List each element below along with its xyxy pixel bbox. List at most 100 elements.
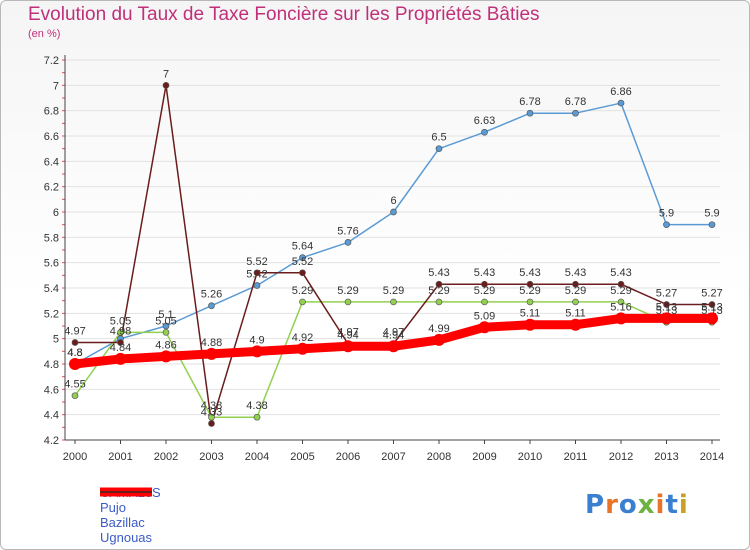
data-label: 4.94 <box>337 329 358 341</box>
data-point <box>344 239 352 246</box>
data-point <box>526 298 534 306</box>
x-tick-label: 2013 <box>654 451 678 463</box>
y-tick-label: 6.6 <box>44 131 59 143</box>
data-label: 6.5 <box>431 132 446 144</box>
data-point <box>208 420 215 427</box>
data-label: 5.05 <box>155 315 176 327</box>
data-label: 5.9 <box>659 208 674 220</box>
data-label: 4.84 <box>110 342 131 354</box>
data-point <box>435 298 443 306</box>
data-point <box>569 318 582 331</box>
data-point <box>663 301 670 308</box>
y-tick-label: 4.6 <box>44 384 59 396</box>
legend-label-bazillac: Bazillac <box>100 515 145 530</box>
data-label: 5.29 <box>337 285 358 297</box>
x-tick-label: 2006 <box>336 451 360 463</box>
data-label: 5.43 <box>519 267 540 279</box>
y-tick-label: 5 <box>53 334 59 346</box>
data-point <box>572 280 579 288</box>
data-label: 5.43 <box>610 267 631 279</box>
y-tick-label: 5.4 <box>44 283 59 295</box>
data-point <box>162 328 170 336</box>
data-label: 4.98 <box>110 325 131 337</box>
data-point <box>615 312 627 325</box>
data-point <box>299 254 306 261</box>
x-tick-label: 2012 <box>609 451 633 463</box>
data-label: 5.64 <box>292 241 313 253</box>
data-label: 6 <box>390 195 396 207</box>
y-tick-label: 4.2 <box>44 435 59 447</box>
data-label: 5.27 <box>656 287 677 299</box>
data-label: 4.97 <box>383 327 404 339</box>
data-label: 4.8 <box>67 347 82 359</box>
data-label: 5.29 <box>383 285 404 297</box>
y-tick-label: 4.8 <box>44 359 59 371</box>
data-label: 5.13 <box>656 305 677 317</box>
data-label: 4.33 <box>201 407 222 419</box>
y-tick-label: 6.2 <box>44 182 59 194</box>
x-tick-label: 2005 <box>290 451 314 463</box>
data-label: 4.38 <box>246 400 267 412</box>
data-point <box>481 298 488 306</box>
y-tick-label: 7.2 <box>44 55 59 67</box>
data-point <box>344 298 352 306</box>
data-label: 5.52 <box>292 256 313 268</box>
data-point <box>251 345 263 358</box>
data-label: 5.11 <box>565 308 586 320</box>
data-label: 4.92 <box>292 332 313 344</box>
y-tick-label: 5.2 <box>44 308 59 320</box>
logo-letter: x <box>637 490 656 520</box>
data-point <box>296 342 309 355</box>
data-label: 5.13 <box>701 305 722 317</box>
data-point <box>117 328 124 336</box>
data-label: 6.78 <box>519 96 540 108</box>
y-tick-label: 4.4 <box>44 410 59 422</box>
proxiti-logo: Proxiti <box>585 490 689 520</box>
data-point <box>299 298 306 306</box>
legend-label-ugnouas: Ugnouas <box>100 530 153 545</box>
legend-item-pujo: Pujo <box>100 491 360 515</box>
data-label: 5.13 <box>656 301 677 313</box>
data-point <box>617 99 625 107</box>
data-point <box>253 282 261 289</box>
data-label: 4.9 <box>249 334 264 346</box>
logo-letter: r <box>605 490 619 520</box>
data-point <box>478 321 491 334</box>
legend-item-bazillac: Bazillac <box>100 491 360 530</box>
data-point <box>708 301 716 308</box>
data-point <box>71 339 79 346</box>
x-tick-label: 2011 <box>564 451 588 463</box>
logo-letter: P <box>585 490 606 520</box>
data-point <box>71 392 79 400</box>
data-label: 6.63 <box>474 115 495 127</box>
data-point <box>390 298 397 306</box>
x-tick-label: 2000 <box>63 451 87 463</box>
data-point <box>387 340 400 353</box>
data-label: 5.09 <box>474 310 495 322</box>
data-label: 7 <box>163 68 169 80</box>
data-label: 4.88 <box>201 337 222 349</box>
legend-swatch-ugnouas <box>100 491 152 493</box>
data-label: 5.1 <box>158 309 173 321</box>
data-label: 6.86 <box>610 86 631 98</box>
data-point <box>572 298 579 306</box>
data-point <box>162 81 170 89</box>
data-label: 5.29 <box>292 285 313 297</box>
data-point <box>524 318 536 331</box>
data-label: 4.8 <box>67 347 82 359</box>
data-point <box>69 358 81 370</box>
y-tick-label: 6 <box>53 207 59 219</box>
data-point <box>435 280 443 288</box>
x-tick-label: 2001 <box>108 451 132 463</box>
data-point <box>342 340 354 353</box>
data-point <box>481 280 488 288</box>
data-label: 5.13 <box>701 301 722 313</box>
legend: CAMALèS Pujo Bazillac Ugnouas <box>100 485 360 545</box>
x-tick-label: 2004 <box>245 451 269 463</box>
data-point <box>299 269 306 277</box>
data-point <box>114 352 127 365</box>
data-label: 5.43 <box>565 267 586 279</box>
data-point <box>708 221 716 229</box>
